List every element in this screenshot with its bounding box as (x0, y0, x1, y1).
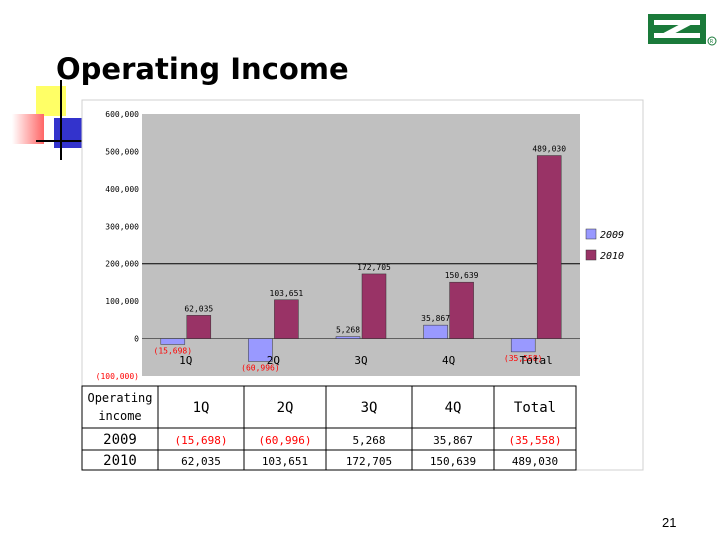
table-cell: 2009 (103, 432, 137, 448)
y-tick-label: 600,000 (105, 110, 139, 119)
bar-2009-1Q (160, 338, 186, 345)
bar-2010-1Q (186, 315, 212, 339)
x-tick-label: Total (520, 354, 553, 367)
bar-2009-2Q (248, 338, 273, 362)
table-cell: (35,558) (509, 434, 562, 447)
table-cell: 2010 (103, 453, 137, 469)
legend-swatch-2010 (585, 249, 597, 261)
bar-2010-Total (536, 155, 562, 339)
data-label: (35,558) (504, 354, 543, 363)
table-cell: (60,996) (259, 434, 312, 447)
bar-2009-4Q (423, 324, 448, 339)
table-cell: (15,698) (175, 434, 228, 447)
table-cell: 172,705 (346, 455, 392, 468)
legend-label: 2009 (600, 230, 624, 241)
table-cell: 62,035 (181, 455, 221, 468)
y-tick-label: 0 (134, 335, 139, 344)
table-header-label: income (98, 409, 141, 423)
data-label: (60,996) (241, 363, 280, 372)
bar-2009-3Q (335, 336, 361, 339)
table-cell: 489,030 (512, 455, 558, 468)
decoration-blue-square (54, 118, 84, 148)
x-tick-label: 2Q (267, 354, 280, 367)
data-label: 35,867 (421, 314, 450, 323)
data-label: 5,268 (336, 326, 360, 335)
x-tick-label: 3Q (354, 354, 367, 367)
table-cell: 103,651 (262, 455, 308, 468)
y-tick-label: 500,000 (105, 147, 139, 156)
data-label: 489,030 (532, 145, 566, 154)
bar-2010-2Q (274, 299, 299, 339)
table-cell: 35,867 (433, 434, 473, 447)
svg-text:R: R (710, 39, 714, 45)
table-header-Total: Total (514, 400, 556, 416)
bar-2009-Total (510, 338, 536, 353)
y-tick-label: 300,000 (105, 222, 139, 231)
data-label: 103,651 (270, 289, 304, 298)
table-header-label: Operating (87, 391, 152, 405)
data-label: 150,639 (445, 271, 479, 280)
data-label: 172,705 (357, 263, 391, 272)
bar-2010-3Q (361, 273, 387, 339)
table-cell: 5,268 (352, 434, 385, 447)
y-tick-label: (100,000) (96, 372, 139, 381)
decoration-horizontal-line (36, 140, 86, 142)
data-label: (15,698) (154, 346, 193, 355)
legend-label: 2010 (600, 251, 624, 262)
decoration-vertical-line (60, 80, 62, 160)
y-tick-label: 200,000 (105, 260, 139, 269)
x-tick-label: 4Q (442, 354, 455, 367)
x-tick-label: 1Q (179, 354, 192, 367)
table-header-1Q: 1Q (193, 400, 210, 416)
decoration-red-square (12, 114, 44, 144)
table-header-4Q: 4Q (445, 400, 462, 416)
bar-2010-4Q (449, 281, 474, 339)
legend-swatch-2009 (585, 228, 597, 240)
company-logo: R (648, 14, 717, 46)
table-cell: 150,639 (430, 455, 476, 468)
table-header-2Q: 2Q (277, 400, 294, 416)
y-tick-label: 100,000 (105, 297, 139, 306)
y-tick-label: 400,000 (105, 185, 139, 194)
page-number: 21 (662, 515, 677, 530)
plot-area (142, 114, 580, 376)
table-header-3Q: 3Q (361, 400, 378, 416)
data-label: 62,035 (184, 304, 213, 313)
slide-title: Operating Income (56, 52, 349, 86)
